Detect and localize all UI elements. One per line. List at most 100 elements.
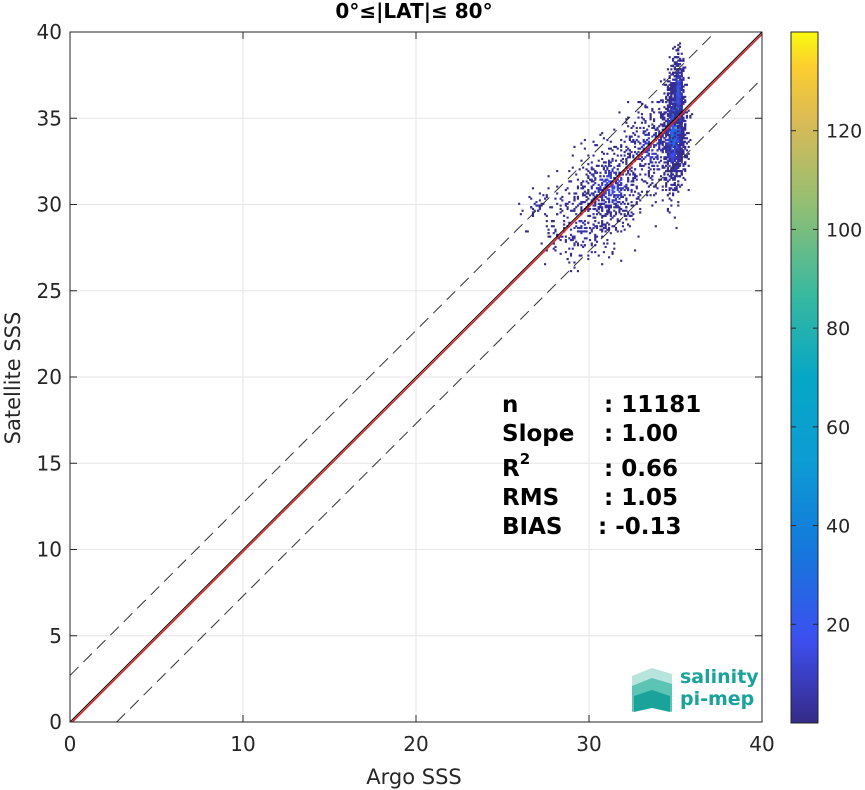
x-tick-label: 30 xyxy=(576,732,601,756)
heatmap-cell xyxy=(680,140,683,143)
heatmap-cell xyxy=(592,183,595,186)
heatmap-cell xyxy=(609,232,612,235)
heatmap-cell xyxy=(677,75,680,78)
heatmap-cell xyxy=(601,225,604,228)
heatmap-cell xyxy=(616,218,619,221)
heatmap-cell xyxy=(611,183,614,186)
heatmap-cell xyxy=(538,206,541,209)
stat-label-r2: R2 xyxy=(502,450,530,482)
heatmap-cell xyxy=(635,130,638,133)
heatmap-cell xyxy=(678,185,682,188)
heatmap-cell xyxy=(658,111,661,114)
heatmap-cell xyxy=(665,95,668,98)
heatmap-cell xyxy=(678,97,682,100)
heatmap-cell xyxy=(630,211,633,214)
heatmap-cell xyxy=(666,180,669,183)
heatmap-cell xyxy=(661,147,664,150)
heatmap-cell xyxy=(623,228,626,231)
heatmap-cell xyxy=(672,111,675,114)
heatmap-cell xyxy=(564,251,567,254)
heatmap-cell xyxy=(642,132,645,135)
heatmap-cell xyxy=(569,239,573,242)
heatmap-cell xyxy=(668,114,671,117)
heatmap-cell xyxy=(680,73,683,76)
heatmap-cell xyxy=(599,213,602,216)
heatmap-cell xyxy=(677,94,680,97)
heatmap-cell xyxy=(606,182,609,185)
heatmap-cell xyxy=(625,173,628,176)
heatmap-cell xyxy=(625,118,628,121)
heatmap-cell xyxy=(663,123,666,126)
heatmap-cell xyxy=(675,109,678,112)
heatmap-cell xyxy=(677,111,680,114)
heatmap-cell xyxy=(623,194,626,197)
heatmap-cell xyxy=(654,152,657,155)
heatmap-cell xyxy=(521,209,524,212)
heatmap-cell xyxy=(673,61,676,64)
heatmap-cell xyxy=(642,144,645,147)
heatmap-cell xyxy=(550,206,554,209)
heatmap-cell xyxy=(658,178,661,181)
heatmap-cell xyxy=(663,145,666,148)
heatmap-cell xyxy=(677,152,680,155)
heatmap-cell xyxy=(668,95,671,98)
heatmap-cell xyxy=(599,188,602,192)
heatmap-cell xyxy=(678,88,682,92)
heatmap-cell xyxy=(604,204,607,207)
heatmap-cell xyxy=(608,209,611,212)
heatmap-cell xyxy=(646,182,649,185)
heatmap-cell xyxy=(632,180,635,183)
heatmap-cell xyxy=(684,178,687,181)
heatmap-cell xyxy=(665,157,668,161)
heatmap-cell xyxy=(658,145,661,148)
heatmap-cell xyxy=(661,188,664,192)
heatmap-cell xyxy=(582,192,585,195)
heatmap-cell xyxy=(666,106,669,109)
heatmap-cell xyxy=(653,133,656,136)
heatmap-cell xyxy=(685,149,689,152)
heatmap-cell xyxy=(628,173,631,176)
heatmap-cell xyxy=(675,56,678,59)
heatmap-cell xyxy=(668,87,671,90)
heatmap-cell xyxy=(682,137,685,140)
heatmap-cell xyxy=(672,138,675,142)
heatmap-cell xyxy=(613,152,616,155)
heatmap-cell xyxy=(608,206,611,209)
heatmap-cell xyxy=(661,128,664,131)
heatmap-cell xyxy=(590,242,593,245)
heatmap-cell xyxy=(663,166,666,169)
heatmap-cell xyxy=(670,92,673,95)
heatmap-cell xyxy=(594,225,597,228)
heatmap-cell xyxy=(668,135,671,138)
heatmap-cell xyxy=(673,102,676,105)
heatmap-cell xyxy=(633,173,637,176)
heatmap-cell xyxy=(592,194,595,197)
heatmap-cell xyxy=(614,182,618,185)
heatmap-cell xyxy=(618,111,621,114)
heatmap-cell xyxy=(672,106,675,109)
heatmap-cell xyxy=(666,194,669,197)
heatmap-cell xyxy=(649,113,652,116)
heatmap-cell xyxy=(557,237,560,240)
heatmap-cell xyxy=(677,140,680,143)
heatmap-cell xyxy=(684,145,687,148)
heatmap-cell xyxy=(663,111,666,114)
heatmap-cell xyxy=(585,168,588,171)
heatmap-cell xyxy=(675,175,678,178)
heatmap-cell xyxy=(675,166,678,169)
heatmap-cell xyxy=(576,230,580,233)
heatmap-cell xyxy=(580,207,583,211)
heatmap-cell xyxy=(675,144,678,147)
heatmap-cell xyxy=(684,137,687,140)
heatmap-cell xyxy=(666,85,669,88)
heatmap-cell xyxy=(665,101,668,104)
heatmap-cell xyxy=(682,168,685,171)
heatmap-cell xyxy=(587,254,590,257)
heatmap-cell xyxy=(654,185,657,188)
heatmap-cell xyxy=(649,194,652,197)
heatmap-cell xyxy=(618,190,621,193)
heatmap-cell xyxy=(656,164,659,167)
heatmap-cell xyxy=(653,145,656,148)
heatmap-cell xyxy=(644,156,647,159)
heatmap-cell xyxy=(654,132,657,135)
